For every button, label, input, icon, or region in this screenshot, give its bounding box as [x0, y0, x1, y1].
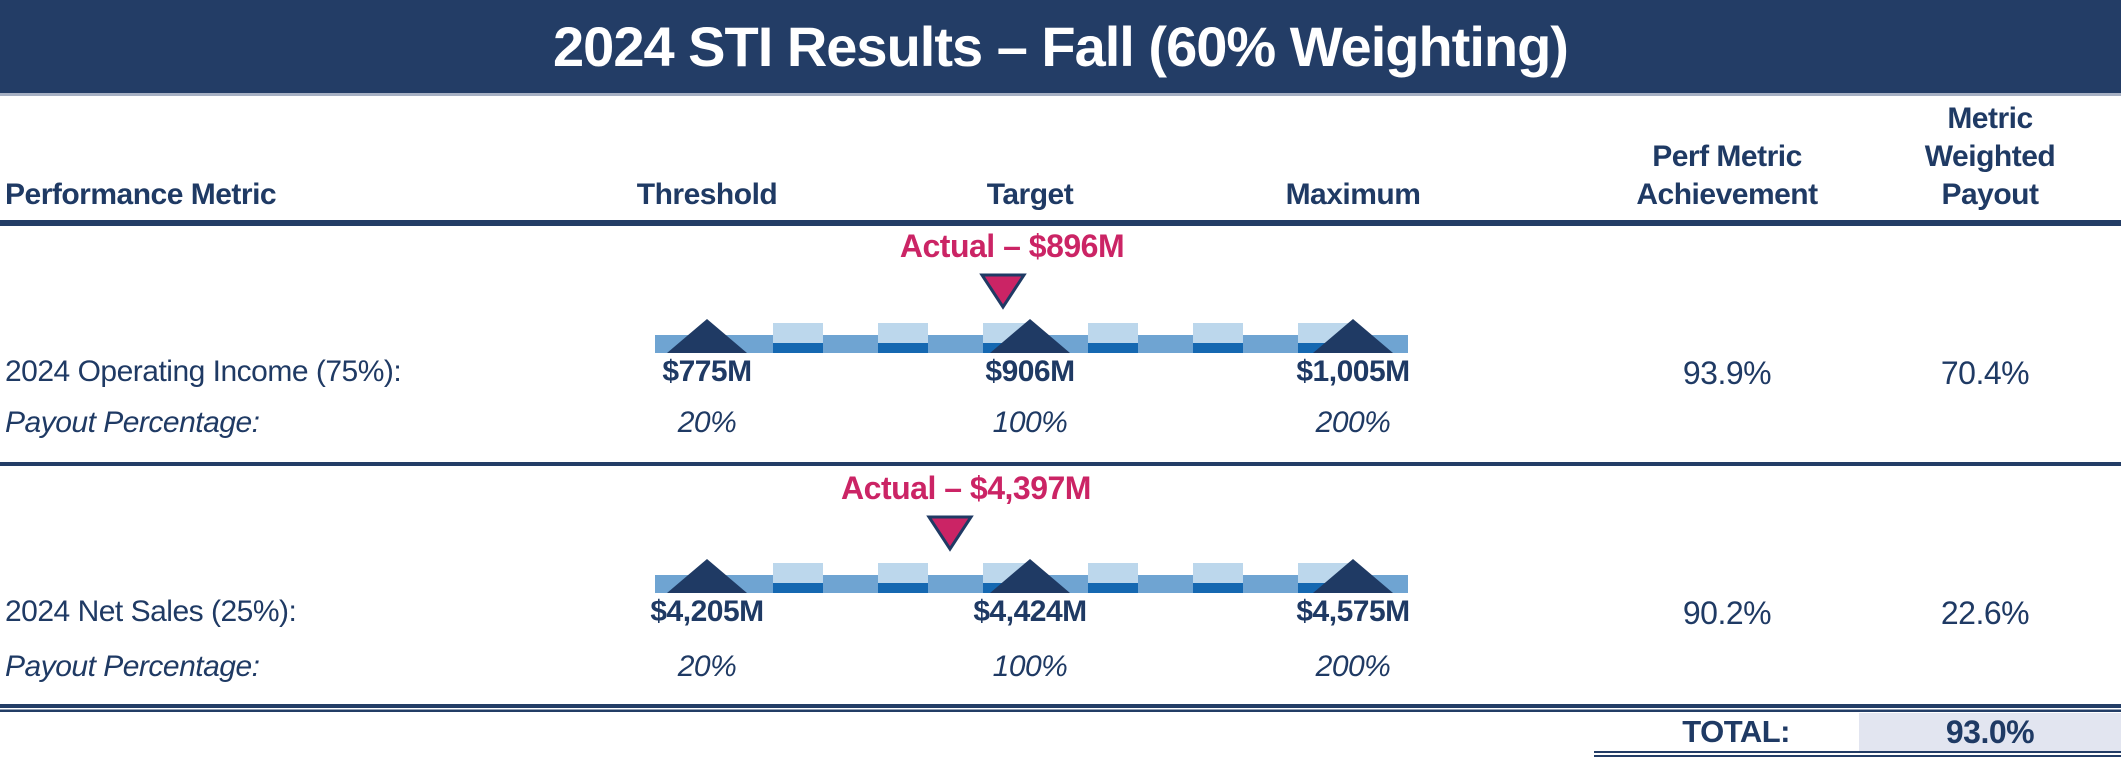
- threshold-marker-triangle-up-icon: [667, 559, 747, 593]
- total-label: TOTAL:: [1682, 714, 1790, 749]
- total-value-box: 93.0%: [1859, 713, 2121, 751]
- slider-track-light-segments: [773, 563, 1398, 583]
- title-bar-underline: [0, 93, 2121, 96]
- column-header-performance-metric: Performance Metric: [5, 178, 277, 211]
- achievement-value: 90.2%: [1682, 595, 1772, 631]
- slider-track-dark-segments: [773, 343, 1398, 353]
- threshold-payout: 20%: [677, 650, 737, 683]
- target-marker-triangle-up-icon: [990, 559, 1070, 593]
- payout-percentage-line: Payout Percentage: 20% 100% 200%: [0, 406, 2121, 440]
- actual-marker-triangle-down-icon: [926, 515, 974, 552]
- maximum-payout: 200%: [1315, 406, 1391, 439]
- column-header-metric-weighted-payout: Metric Weighted Payout: [1924, 102, 2056, 211]
- page-title: 2024 STI Results – Fall (60% Weighting): [553, 15, 1569, 78]
- target-payout: 100%: [992, 406, 1068, 439]
- header-rule: [0, 220, 2121, 226]
- threshold-value: $775M: [662, 355, 752, 388]
- weighted-payout-value: 22.6%: [1940, 595, 2030, 631]
- payout-percentage-label: Payout Percentage:: [5, 406, 260, 439]
- threshold-payout: 20%: [677, 406, 737, 439]
- title-bar: 2024 STI Results – Fall (60% Weighting): [0, 0, 2121, 93]
- column-header-threshold: Threshold: [636, 178, 778, 211]
- threshold-marker-triangle-up-icon: [667, 319, 747, 353]
- total-double-underline: [1594, 751, 2121, 758]
- target-value: $4,424M: [973, 595, 1087, 628]
- column-header-perf-metric-achievement: Perf Metric Achievement: [1636, 140, 1818, 211]
- threshold-value: $4,205M: [650, 595, 764, 628]
- payout-percentage-label: Payout Percentage:: [5, 650, 260, 683]
- weighted-payout-value: 70.4%: [1940, 355, 2030, 391]
- metric-name: 2024 Operating Income (75%):: [5, 355, 402, 388]
- metric-values-line: 2024 Net Sales (25%): $4,205M $4,424M $4…: [0, 595, 2121, 631]
- slider-track-dark-segments: [773, 583, 1398, 593]
- target-marker-triangle-up-icon: [990, 319, 1070, 353]
- metric-name: 2024 Net Sales (25%):: [5, 595, 297, 628]
- maximum-value: $1,005M: [1296, 355, 1410, 388]
- total-divider: [0, 704, 2121, 713]
- payout-percentage-line: Payout Percentage: 20% 100% 200%: [0, 650, 2121, 684]
- column-header-target: Target: [986, 178, 1074, 211]
- target-payout: 100%: [992, 650, 1068, 683]
- row-divider: [0, 462, 2121, 466]
- maximum-marker-triangle-up-icon: [1313, 319, 1393, 353]
- actual-value-label: Actual – $4,397M: [841, 470, 1091, 506]
- metric-row-operating-income: Actual – $896M 2024 Operating Income (75…: [0, 226, 2121, 462]
- slider-track-light-segments: [773, 323, 1398, 343]
- metric-row-net-sales: Actual – $4,397M 2024 Net Sales (25%): $…: [0, 466, 2121, 702]
- maximum-payout: 200%: [1315, 650, 1391, 683]
- total-row: TOTAL: 93.0%: [0, 713, 2121, 751]
- actual-marker-triangle-down-icon: [979, 273, 1027, 310]
- total-value: 93.0%: [1945, 713, 2035, 750]
- metric-values-line: 2024 Operating Income (75%): $775M $906M…: [0, 355, 2121, 391]
- achievement-value: 93.9%: [1682, 355, 1772, 391]
- actual-value-label: Actual – $896M: [899, 228, 1125, 264]
- target-value: $906M: [985, 355, 1075, 388]
- maximum-marker-triangle-up-icon: [1313, 559, 1393, 593]
- column-header-maximum: Maximum: [1285, 178, 1421, 211]
- maximum-value: $4,575M: [1296, 595, 1410, 628]
